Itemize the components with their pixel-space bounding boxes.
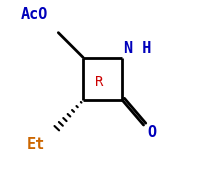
Text: O: O [147,125,156,140]
Text: Et: Et [26,137,45,153]
Text: N H: N H [124,41,151,56]
Text: AcO: AcO [21,7,48,22]
Text: R: R [95,75,103,89]
